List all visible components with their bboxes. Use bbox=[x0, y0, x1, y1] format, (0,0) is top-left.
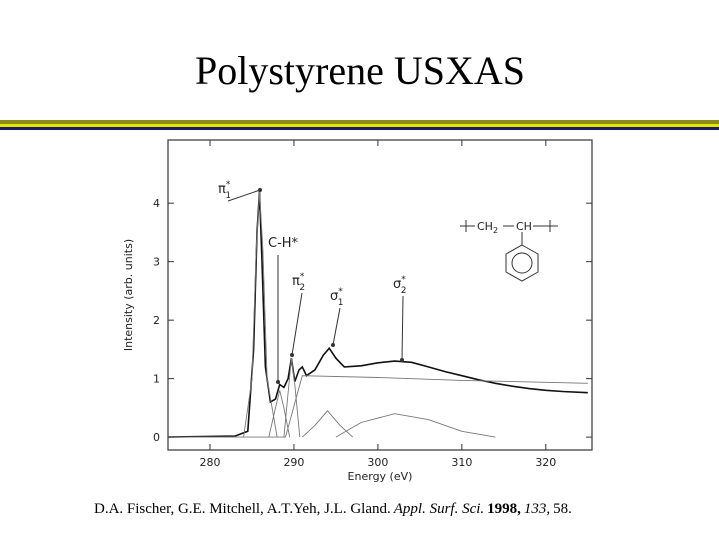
rule bbox=[0, 124, 719, 127]
arrow bbox=[332, 307, 341, 346]
annotation: σ* 1 bbox=[330, 287, 343, 308]
annotation: σ* 2 bbox=[393, 275, 406, 296]
x-tick-label: 280 bbox=[199, 456, 220, 469]
y-tick-label: 2 bbox=[153, 314, 160, 327]
group: CH2 bbox=[477, 220, 498, 235]
y-tick-label: 0 bbox=[153, 431, 160, 444]
x-tick-label: 310 bbox=[451, 456, 472, 469]
structure: CH2 CH bbox=[460, 220, 558, 282]
y-axis-label: Intensity (arb. units) bbox=[122, 239, 135, 351]
x-tick-label: 300 bbox=[367, 456, 388, 469]
arrow-head bbox=[258, 188, 262, 192]
slide-title: Polystyrene USXAS bbox=[195, 48, 525, 93]
annotation-sub: 1 bbox=[225, 191, 231, 201]
spectrum-line bbox=[167, 191, 588, 438]
arrow-head bbox=[331, 343, 335, 347]
y-tick-label: 4 bbox=[153, 197, 160, 210]
citation: D.A. Fischer, G.E. Mitchell, A.T.Yeh, J.… bbox=[94, 501, 572, 517]
plot-frame bbox=[167, 139, 593, 451]
annotation-sub: 1 bbox=[338, 298, 344, 308]
arrow-head bbox=[400, 358, 404, 362]
annotation: π* 1 bbox=[218, 180, 231, 201]
annotation-sup: * bbox=[226, 180, 231, 190]
component-line bbox=[335, 413, 496, 438]
annotation-text: C-H* bbox=[268, 236, 299, 251]
annotation: π* 2 bbox=[292, 272, 305, 293]
rule bbox=[0, 127, 719, 130]
annotation-text: π bbox=[292, 274, 300, 289]
arrow-head bbox=[290, 353, 294, 357]
arrow bbox=[291, 292, 303, 356]
arrow bbox=[227, 189, 261, 202]
annotation-sub: 2 bbox=[299, 283, 305, 293]
x-axis-label: Energy (eV) bbox=[348, 470, 413, 483]
annotation-sup: * bbox=[300, 272, 305, 282]
annotation-text: σ bbox=[393, 277, 401, 292]
y-tick-label: 1 bbox=[153, 373, 160, 386]
annotation-sub: 2 bbox=[401, 286, 407, 296]
annotation-text: π bbox=[218, 182, 226, 197]
rule bbox=[0, 120, 719, 124]
ring bbox=[505, 244, 539, 282]
annotation-sup: * bbox=[401, 275, 406, 285]
annotation: C-H* bbox=[268, 236, 299, 251]
x-tick-label: 290 bbox=[283, 456, 304, 469]
x-tick-label: 320 bbox=[535, 456, 556, 469]
y-tick-label: 3 bbox=[153, 256, 160, 269]
group: CH bbox=[516, 220, 532, 233]
annotation-text: σ bbox=[330, 289, 338, 304]
component-line bbox=[283, 358, 301, 438]
annotation-sup: * bbox=[338, 287, 343, 297]
arrow-head bbox=[276, 380, 280, 384]
component-line bbox=[301, 410, 354, 438]
ring bbox=[511, 252, 533, 274]
arrow bbox=[401, 295, 404, 361]
component-line bbox=[168, 375, 588, 438]
